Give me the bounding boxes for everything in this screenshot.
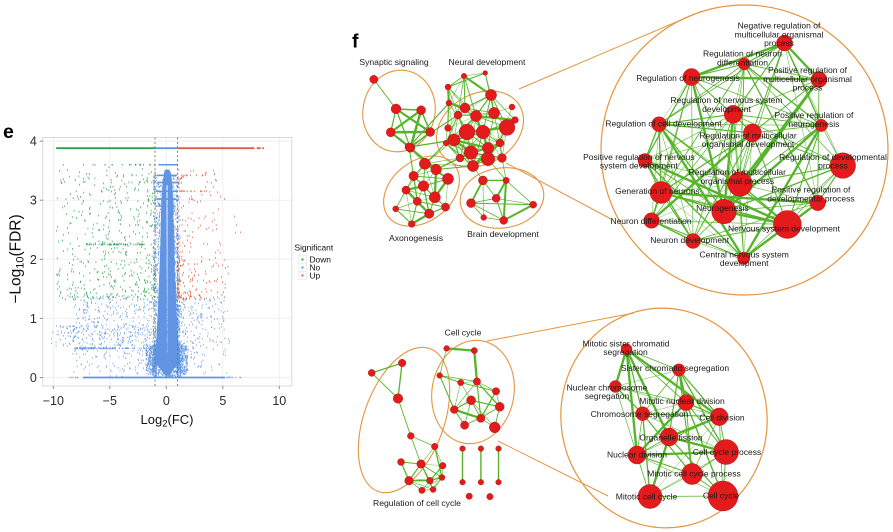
svg-text:Regulation of multicellular: Regulation of multicellular bbox=[689, 167, 786, 177]
svg-text:−Log10(FDR): −Log10(FDR) bbox=[8, 214, 27, 303]
svg-text:Positive regulation of: Positive regulation of bbox=[774, 110, 854, 120]
svg-text:Mitotic nuclear division: Mitotic nuclear division bbox=[639, 396, 725, 406]
svg-text:No: No bbox=[310, 263, 321, 273]
svg-text:differentiation: differentiation bbox=[717, 57, 768, 67]
svg-text:Nuclear chromosome: Nuclear chromosome bbox=[567, 382, 648, 392]
svg-text:Regulation of neuron: Regulation of neuron bbox=[703, 49, 782, 59]
svg-text:Positive regulation of: Positive regulation of bbox=[768, 65, 848, 75]
svg-text:−5: −5 bbox=[103, 394, 117, 408]
svg-text:Organelle fission: Organelle fission bbox=[639, 432, 703, 442]
svg-text:Cell division: Cell division bbox=[699, 413, 745, 423]
svg-text:Neural development: Neural development bbox=[449, 57, 527, 67]
svg-text:neurogenesis: neurogenesis bbox=[788, 119, 839, 129]
svg-text:multicellular organismal: multicellular organismal bbox=[735, 29, 824, 39]
svg-text:segregation: segregation bbox=[603, 347, 648, 357]
svg-text:Nuclear division: Nuclear division bbox=[607, 450, 667, 460]
svg-text:Positive regulation of: Positive regulation of bbox=[771, 185, 851, 195]
svg-text:Mitotic cell cycle: Mitotic cell cycle bbox=[616, 492, 678, 502]
svg-text:process: process bbox=[764, 38, 794, 48]
svg-text:Central nervous system: Central nervous system bbox=[700, 249, 789, 259]
svg-text:Cell cycle process: Cell cycle process bbox=[693, 447, 762, 457]
svg-text:system development: system development bbox=[600, 161, 679, 171]
svg-text:1: 1 bbox=[30, 312, 37, 326]
svg-text:Cell cycle: Cell cycle bbox=[703, 491, 740, 501]
svg-text:Regulation of cell development: Regulation of cell development bbox=[605, 118, 722, 128]
svg-text:Significant: Significant bbox=[295, 243, 334, 253]
svg-text:e: e bbox=[3, 121, 14, 143]
svg-text:Chromosome segregation: Chromosome segregation bbox=[591, 409, 689, 419]
svg-text:Neurogenesis: Neurogenesis bbox=[696, 203, 748, 213]
svg-text:organismal development: organismal development bbox=[702, 139, 795, 149]
svg-text:−10: −10 bbox=[43, 394, 64, 408]
svg-text:Mitotic sister chromatid: Mitotic sister chromatid bbox=[583, 338, 670, 348]
svg-text:process: process bbox=[818, 161, 848, 171]
svg-text:Log2(FC): Log2(FC) bbox=[141, 412, 194, 430]
svg-text:organismal process: organismal process bbox=[700, 176, 774, 186]
svg-text:Brain development: Brain development bbox=[467, 229, 539, 239]
svg-text:Regulation of cell cycle: Regulation of cell cycle bbox=[373, 498, 461, 508]
svg-text:development: development bbox=[702, 104, 751, 114]
svg-text:Regulation of neurogenesis: Regulation of neurogenesis bbox=[636, 73, 740, 83]
svg-text:development: development bbox=[720, 258, 769, 268]
svg-text:0: 0 bbox=[163, 394, 170, 408]
svg-text:Mitotic cell cycle process: Mitotic cell cycle process bbox=[647, 469, 741, 479]
svg-text:developmental process: developmental process bbox=[767, 193, 854, 203]
svg-text:Negative regulation of: Negative regulation of bbox=[738, 21, 821, 31]
svg-text:Sister chromatid segregation: Sister chromatid segregation bbox=[621, 363, 729, 373]
svg-text:Regulation of multicellular: Regulation of multicellular bbox=[699, 130, 796, 140]
svg-text:0: 0 bbox=[30, 371, 37, 385]
svg-text:Nervous system development: Nervous system development bbox=[728, 223, 841, 233]
svg-text:Positive regulation of nervous: Positive regulation of nervous bbox=[583, 152, 695, 162]
svg-text:Neuron development: Neuron development bbox=[650, 235, 730, 245]
svg-text:Axonogenesis: Axonogenesis bbox=[389, 233, 443, 243]
svg-text:10: 10 bbox=[272, 394, 286, 408]
svg-text:Generation of neurons: Generation of neurons bbox=[615, 186, 700, 196]
svg-text:3: 3 bbox=[30, 194, 37, 208]
svg-text:Up: Up bbox=[310, 271, 321, 281]
svg-text:5: 5 bbox=[219, 394, 226, 408]
svg-text:Regulation of nervous system: Regulation of nervous system bbox=[671, 95, 783, 105]
svg-text:2: 2 bbox=[30, 253, 37, 267]
svg-text:f: f bbox=[352, 31, 359, 53]
svg-text:4: 4 bbox=[30, 135, 37, 149]
svg-text:Neuron differentiation: Neuron differentiation bbox=[610, 216, 691, 226]
svg-text:Regulation of developmental: Regulation of developmental bbox=[779, 152, 887, 162]
svg-text:Cell cycle: Cell cycle bbox=[445, 328, 482, 338]
svg-text:segregation: segregation bbox=[585, 391, 630, 401]
svg-text:Synaptic signaling: Synaptic signaling bbox=[359, 57, 428, 67]
svg-text:multicellular organismal: multicellular organismal bbox=[763, 74, 852, 84]
svg-text:process: process bbox=[793, 83, 823, 93]
svg-text:Down: Down bbox=[310, 255, 332, 265]
